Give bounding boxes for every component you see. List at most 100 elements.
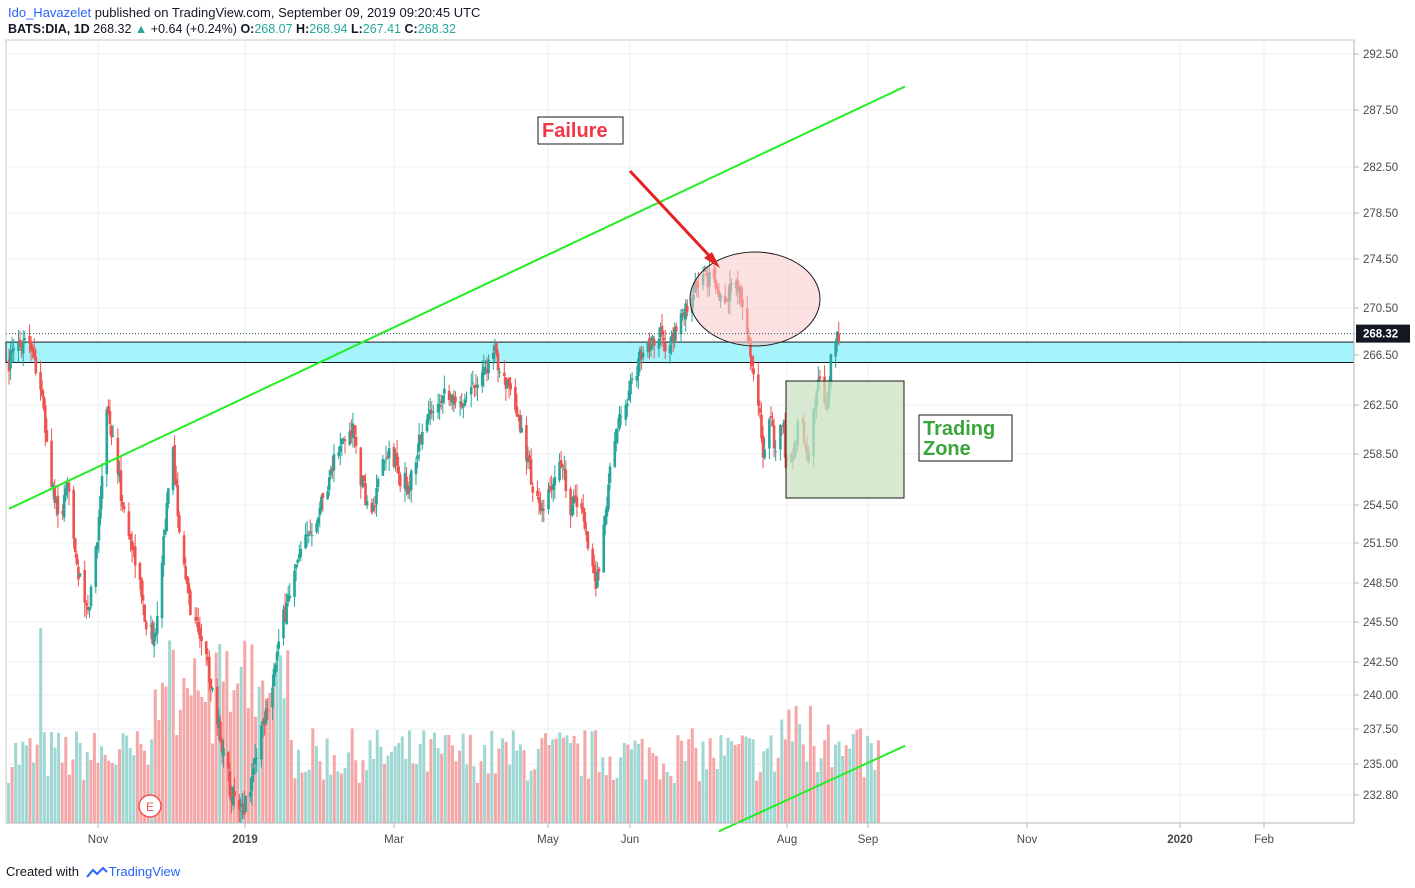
candle-body bbox=[529, 459, 533, 485]
x-tick-label: Nov bbox=[88, 834, 109, 846]
volume-bar bbox=[680, 740, 684, 823]
candle-body bbox=[29, 341, 33, 351]
candle-body bbox=[637, 358, 640, 376]
candle-body bbox=[473, 385, 476, 388]
candle-body bbox=[165, 502, 169, 532]
candle-body bbox=[679, 313, 683, 335]
volume-bar bbox=[203, 701, 207, 823]
candle-body bbox=[105, 409, 109, 475]
earnings-marker-label: E bbox=[146, 800, 154, 814]
volume-bar bbox=[526, 780, 530, 823]
candle-body bbox=[592, 564, 596, 574]
candle-body bbox=[231, 787, 235, 806]
trading-zone-annotation-box[interactable] bbox=[918, 414, 1013, 462]
candle-body bbox=[111, 435, 115, 437]
candle-body bbox=[56, 495, 60, 515]
volume-bar bbox=[175, 735, 179, 823]
volume-bar bbox=[450, 745, 454, 823]
candle-body bbox=[395, 452, 399, 466]
candle-body bbox=[130, 540, 134, 551]
candle-body bbox=[83, 569, 87, 603]
candle-body bbox=[178, 515, 181, 533]
candle-body bbox=[528, 455, 531, 461]
volume-bar bbox=[107, 760, 111, 823]
volume-bar bbox=[264, 698, 268, 823]
candle-body bbox=[53, 487, 57, 503]
volume-bar bbox=[271, 686, 275, 823]
candle-body bbox=[580, 503, 583, 509]
plot-area[interactable] bbox=[5, 39, 1355, 824]
support-zone[interactable] bbox=[5, 341, 1355, 364]
earnings-marker-icon[interactable] bbox=[138, 794, 162, 818]
candle-body bbox=[250, 775, 254, 792]
trendline[interactable] bbox=[718, 744, 906, 833]
volume-bar bbox=[125, 735, 129, 823]
candle-body bbox=[252, 768, 255, 776]
candle-body bbox=[293, 570, 296, 597]
candle-body bbox=[18, 339, 22, 346]
candle-body bbox=[570, 504, 574, 516]
failure-annotation-box[interactable] bbox=[537, 116, 624, 145]
tradingview-brand[interactable]: TradingView bbox=[108, 864, 181, 880]
trendline[interactable] bbox=[8, 85, 906, 510]
candle-body bbox=[525, 425, 528, 462]
volume-bar bbox=[178, 709, 182, 823]
candle-body bbox=[758, 408, 762, 413]
author-link[interactable]: Ido_Havazelet bbox=[8, 5, 92, 20]
candle-body bbox=[296, 559, 299, 563]
candle-body bbox=[602, 524, 606, 573]
volume-bar bbox=[511, 730, 515, 823]
candle-body bbox=[536, 490, 539, 497]
candle-body bbox=[594, 573, 598, 589]
candle-body bbox=[9, 350, 12, 369]
volume-bar bbox=[490, 730, 494, 823]
volume-bar bbox=[150, 739, 154, 823]
candle-body bbox=[460, 402, 464, 408]
trading-zone-box[interactable] bbox=[785, 380, 905, 499]
candle-body bbox=[630, 378, 634, 381]
volume-bar bbox=[776, 757, 780, 823]
volume-bar bbox=[117, 749, 121, 823]
candle-body bbox=[310, 535, 314, 537]
candle-body bbox=[275, 651, 279, 661]
candle-body bbox=[629, 380, 632, 395]
candle-body bbox=[185, 576, 189, 585]
candle-body bbox=[274, 664, 277, 673]
volume-bar bbox=[479, 761, 483, 823]
open-value: 268.07 bbox=[254, 22, 293, 36]
candle-body bbox=[591, 548, 594, 567]
candle-body bbox=[668, 344, 672, 354]
candle-body bbox=[575, 496, 579, 507]
volume-bar bbox=[325, 738, 329, 823]
candle-body bbox=[438, 404, 441, 408]
candle-body bbox=[340, 438, 344, 445]
candle-body bbox=[772, 425, 776, 449]
volume-bar bbox=[601, 757, 605, 823]
volume-bar bbox=[60, 762, 64, 823]
candle-body bbox=[162, 536, 165, 566]
x-tick-label: 2020 bbox=[1167, 834, 1193, 846]
volume-bar bbox=[64, 736, 68, 823]
volume-bar bbox=[372, 758, 376, 823]
failure-ellipse[interactable] bbox=[689, 251, 821, 347]
candle-body bbox=[495, 343, 498, 354]
candle-body bbox=[294, 564, 298, 569]
volume-bar bbox=[139, 744, 143, 823]
volume-bar bbox=[35, 744, 39, 823]
candle-body bbox=[572, 496, 576, 504]
candle-body bbox=[316, 517, 320, 524]
volume-bar bbox=[228, 711, 232, 823]
candle-body bbox=[671, 333, 675, 344]
y-tick-label: 240.00 bbox=[1363, 690, 1398, 702]
volume-bar bbox=[637, 743, 641, 823]
candle-body bbox=[342, 438, 345, 442]
candle-body bbox=[331, 467, 334, 472]
failure-arrow[interactable] bbox=[628, 169, 718, 265]
volume-bar bbox=[712, 757, 716, 823]
volume-bar bbox=[21, 741, 25, 823]
candle-body bbox=[504, 377, 508, 389]
candle-body bbox=[230, 794, 233, 802]
candle-body bbox=[288, 595, 292, 598]
candle-body bbox=[84, 603, 88, 606]
